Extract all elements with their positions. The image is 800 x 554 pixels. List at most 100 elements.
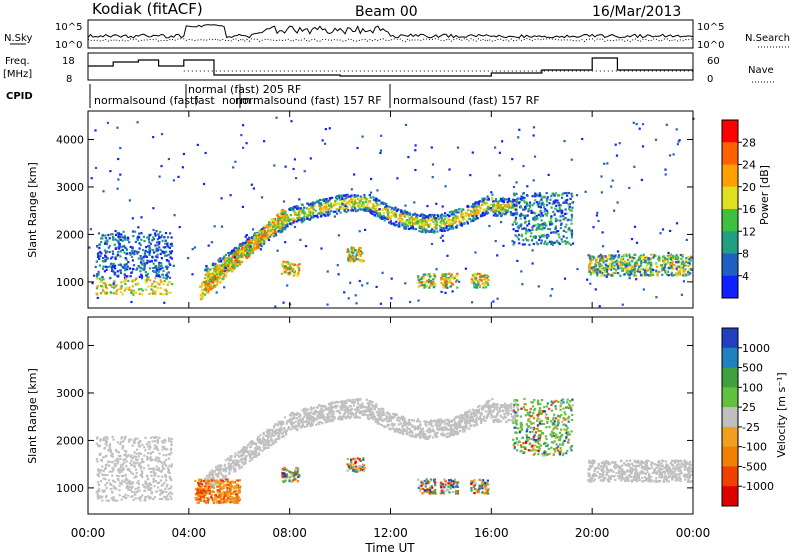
power-cell [244,235,247,238]
power-cell [210,278,213,281]
power-cell [638,270,642,274]
power-cell [617,256,620,259]
velocity-cell [167,457,170,460]
power-cell [160,280,163,283]
power-cell [221,267,224,270]
power-cell [303,170,306,173]
power-cell [319,210,322,213]
velocity-cell [303,420,306,424]
power-cell [248,236,251,239]
power-cell [351,205,355,208]
power-cell [448,214,451,217]
power-cell [410,215,413,219]
power-cell [337,209,340,212]
power-cell [510,211,513,215]
power-cell [222,277,225,280]
velocity-cell [108,449,111,452]
power-cell [164,232,168,235]
power-cell [690,256,693,259]
velocity-cell [204,477,207,480]
power-cell [547,227,550,231]
power-cell [528,204,531,207]
power-cell [291,270,294,273]
velocity-cell [97,469,100,472]
power-cell [218,267,221,270]
power-cell [167,260,170,263]
velocity-cell [332,401,335,404]
power-cell [675,274,679,277]
power-cell [251,247,254,250]
power-cell [560,238,563,241]
power-cell [116,239,119,242]
power-cell [685,238,688,241]
power-cell [158,241,161,244]
power-cell [311,210,314,213]
power-cell [154,270,157,273]
power-cell [362,197,365,200]
power-cell [652,268,655,272]
power-cell [411,217,414,220]
power-cell [673,273,676,277]
velocity-cell [161,483,165,486]
power-cell [501,140,504,143]
power-cell [688,262,691,265]
power-cell [437,215,440,218]
power-cell [589,262,592,265]
power-cell [106,265,109,269]
power-cell [223,270,226,273]
power-cell [640,262,643,265]
nsky-label: N.Sky [4,33,32,44]
power-cell [441,213,444,216]
power-cell [245,247,248,250]
power-cell [343,194,346,197]
power-cell [633,274,636,277]
power-cell [111,265,114,268]
power-cell [122,230,125,233]
power-cell [563,277,567,280]
velocity-cell [148,497,151,500]
power-cell [277,217,280,220]
power-cell [568,242,571,245]
power-cell [376,189,379,192]
power-cell [426,205,429,208]
power-cell [535,218,538,221]
power-cell [627,267,630,270]
velocity-cell [218,464,221,467]
power-cell [112,283,115,287]
power-cell [141,293,144,296]
power-cell [551,202,554,206]
power-cell [679,264,682,268]
power-cell [567,191,570,195]
power-cell [529,206,532,209]
power-cell [334,196,338,199]
power-cell [148,241,151,244]
velocity-cell [109,487,112,491]
power-cell [448,168,451,171]
velocity-cell [140,472,144,475]
power-cell [479,207,482,210]
velocity-cell [453,426,457,430]
power-cell [294,205,297,208]
power-cell [97,273,100,276]
power-cell [134,279,137,282]
power-cell [433,274,436,277]
power-cell [562,192,565,195]
velocity-cell [125,497,128,500]
power-cell [440,281,443,285]
power-cell [297,272,300,275]
power-cell [165,293,168,296]
power-cell [562,218,565,221]
power-cell [482,214,485,217]
power-cell [495,206,498,209]
velocity-cell [431,420,434,423]
velocity-cell [410,419,413,422]
power-cell [351,254,354,257]
power-cell [361,135,364,138]
velocity-cell [121,466,124,469]
velocity-cell [341,402,344,405]
velocity-cell [138,452,141,455]
power-cell [322,199,325,202]
power-cell [156,256,159,259]
power-cell [425,228,428,231]
power-cell [614,271,617,275]
